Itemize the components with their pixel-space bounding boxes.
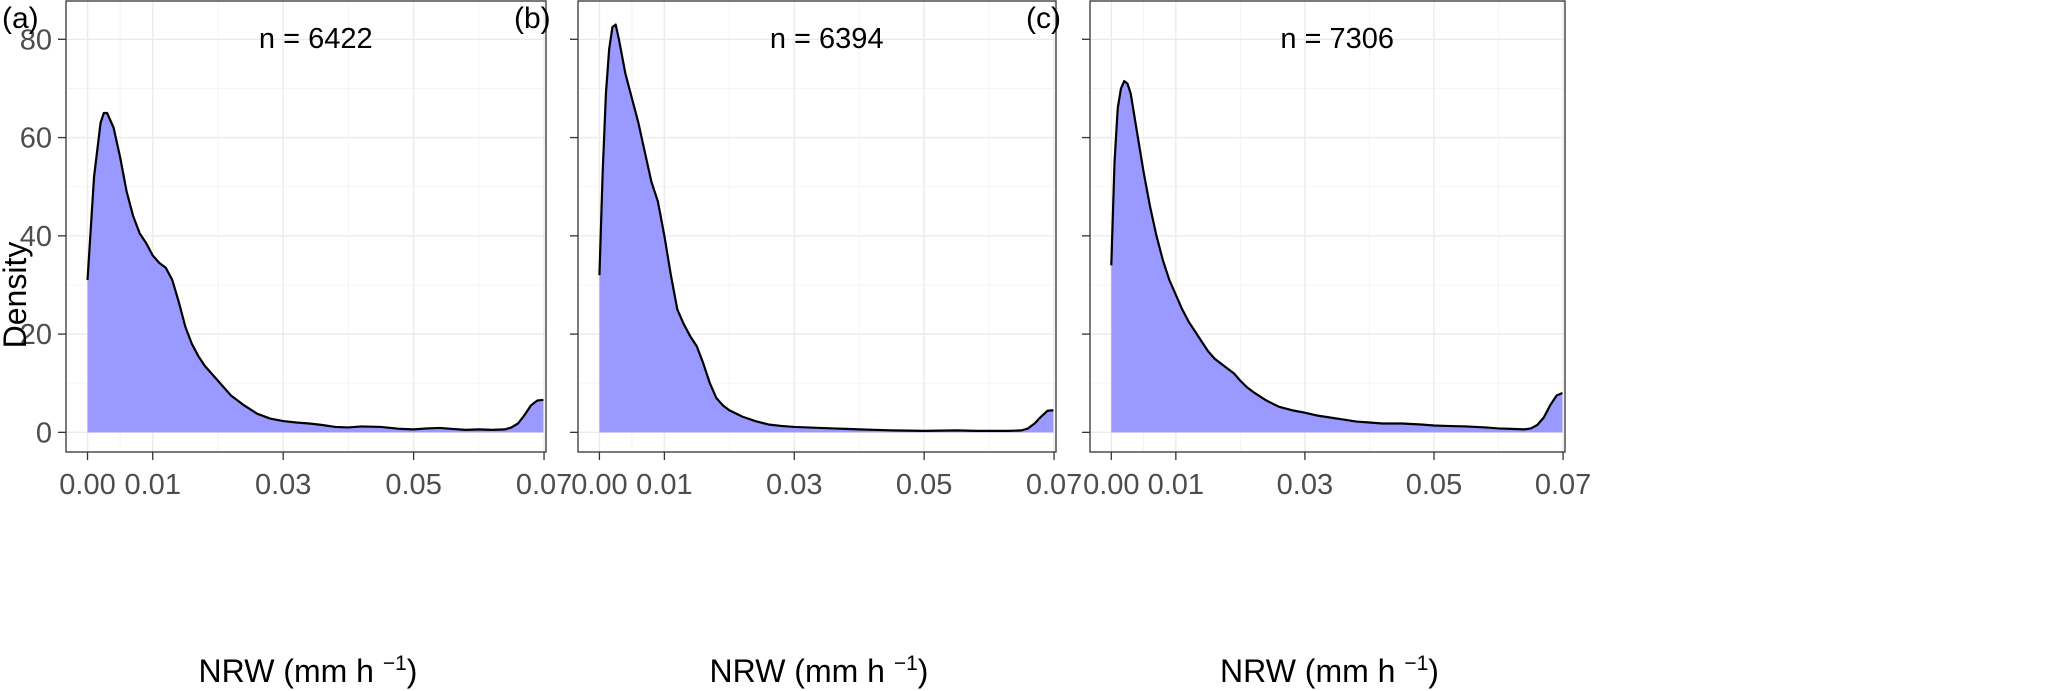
x-tick-label: 0.03 — [766, 469, 822, 501]
x-tick-label: 0.07 — [1535, 469, 1591, 501]
x-tick-label: 0.07 — [516, 469, 572, 501]
y-tick-label: 80 — [20, 24, 52, 56]
x-tick-label: 0.05 — [1406, 469, 1462, 501]
panel-2: 0.00 0.01 0.03 0.05 0.07 (b) n = 6394 NRW (mm h… — [514, 0, 1082, 689]
x-axis-title: NRW (mm h −1) — [1220, 652, 1439, 689]
y-tick-label: 60 — [20, 123, 52, 155]
panels-group: 0.00 0.01 0.03 0.05 0.07 0 20 40 60 80(a) n = 6422… — [2, 0, 1591, 689]
density-area — [1111, 81, 1563, 433]
panel-label: (a) — [2, 2, 39, 35]
density-line — [86, 111, 544, 431]
y-tick-label: 0 — [36, 417, 52, 449]
x-tick-label: 0.00 — [59, 469, 115, 501]
x-tick-label: 0.05 — [896, 469, 952, 501]
sample-size-annotation: n = 6422 — [259, 23, 373, 55]
x-tick-label: 0.01 — [1148, 469, 1204, 501]
x-tick-label: 0.01 — [125, 469, 181, 501]
x-axis-title: NRW (mm h −1) — [199, 652, 418, 689]
y-axis-title: Density — [0, 242, 33, 349]
x-tick-label: 0.03 — [255, 469, 311, 501]
y-tick-label: 40 — [20, 221, 52, 253]
density-area — [87, 113, 544, 433]
y-tick-label: 20 — [20, 319, 52, 351]
sample-size-annotation: n = 6394 — [770, 23, 884, 55]
x-tick-label: 0.03 — [1277, 469, 1333, 501]
density-line — [598, 23, 1054, 432]
x-axis-title: NRW (mm h −1) — [710, 652, 929, 689]
x-tick-label: 0.00 — [1083, 469, 1139, 501]
x-tick-label: 0.00 — [571, 469, 627, 501]
x-tick-label: 0.05 — [385, 469, 441, 501]
panel-1: 0.00 0.01 0.03 0.05 0.07 0 20 40 60 80(a) n = 6422… — [2, 0, 572, 689]
sample-size-annotation: n = 7306 — [1280, 23, 1394, 55]
x-tick-label: 0.01 — [636, 469, 692, 501]
density-area — [599, 24, 1054, 433]
panel-border — [65, 0, 547, 453]
panel-label: (c) — [1026, 2, 1061, 35]
panel-border — [577, 0, 1057, 453]
panel-label: (b) — [514, 2, 551, 35]
density-line — [1110, 79, 1563, 431]
x-tick-label: 0.07 — [1026, 469, 1082, 501]
panel-3: 0.00 0.01 0.03 0.05 0.07 (c) n = 7306 NRW (mm h… — [1026, 0, 1591, 689]
panel-border — [1089, 0, 1566, 453]
